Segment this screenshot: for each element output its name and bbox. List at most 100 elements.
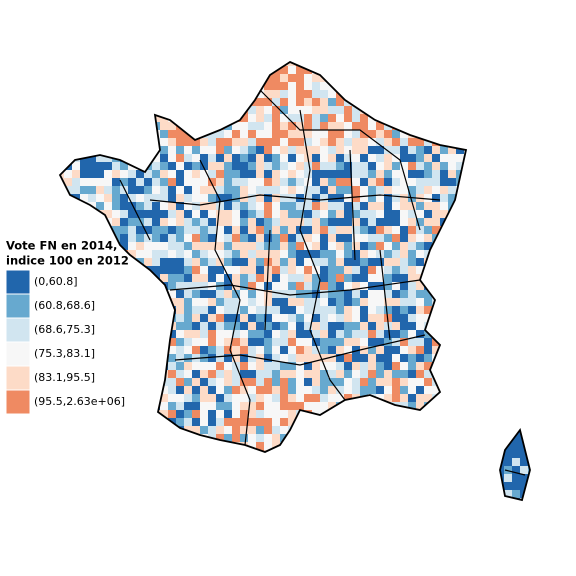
commune-cell (512, 354, 520, 362)
commune-cell (224, 66, 232, 74)
commune-cell (496, 266, 504, 274)
commune-cell (328, 114, 336, 122)
commune-cell (248, 218, 256, 226)
commune-cell (160, 426, 168, 434)
commune-cell (288, 226, 296, 234)
commune-cell (472, 218, 480, 226)
commune-cell (232, 218, 240, 226)
commune-cell (288, 346, 296, 354)
commune-cell (400, 226, 408, 234)
commune-cell (80, 98, 88, 106)
commune-cell (456, 458, 464, 466)
commune-cell (240, 386, 248, 394)
commune-cell (96, 290, 104, 298)
commune-cell (144, 114, 152, 122)
commune-cell (480, 66, 488, 74)
commune-cell (520, 250, 528, 258)
commune-cell (368, 218, 376, 226)
commune-cell (248, 458, 256, 466)
commune-cell (480, 466, 488, 474)
commune-cell (184, 202, 192, 210)
commune-cell (464, 186, 472, 194)
commune-cell (392, 146, 400, 154)
commune-cell (480, 178, 488, 186)
commune-cell (88, 442, 96, 450)
commune-cell (360, 402, 368, 410)
commune-cell (192, 138, 200, 146)
commune-cell (60, 290, 64, 298)
commune-cell (240, 450, 248, 458)
commune-cell (528, 442, 530, 450)
commune-cell (488, 130, 496, 138)
commune-cell (304, 346, 312, 354)
commune-cell (264, 98, 272, 106)
commune-cell (88, 146, 96, 154)
commune-cell (360, 362, 368, 370)
commune-cell (480, 314, 488, 322)
commune-cell (208, 162, 216, 170)
commune-cell (96, 122, 104, 130)
commune-cell (400, 442, 408, 450)
commune-cell (112, 194, 120, 202)
commune-cell (80, 434, 88, 442)
commune-cell (368, 386, 376, 394)
commune-cell (240, 498, 248, 500)
commune-cell (272, 178, 280, 186)
commune-cell (504, 162, 512, 170)
commune-cell (200, 274, 208, 282)
commune-cell (240, 114, 248, 122)
commune-cell (464, 90, 472, 98)
commune-cell (528, 90, 530, 98)
commune-cell (208, 82, 216, 90)
commune-cell (208, 490, 216, 498)
commune-cell (136, 98, 144, 106)
commune-cell (528, 482, 530, 490)
commune-cell (528, 362, 530, 370)
commune-cell (120, 138, 128, 146)
commune-cell (200, 410, 208, 418)
commune-cell (312, 98, 320, 106)
commune-cell (232, 74, 240, 82)
commune-cell (176, 154, 184, 162)
commune-cell (128, 170, 136, 178)
commune-cell (328, 418, 336, 426)
commune-cell (472, 434, 480, 442)
commune-cell (304, 498, 312, 500)
commune-cell (400, 138, 408, 146)
commune-cell (152, 258, 160, 266)
commune-cell (240, 490, 248, 498)
commune-cell (280, 346, 288, 354)
commune-cell (384, 106, 392, 114)
commune-cell (480, 210, 488, 218)
commune-cell (272, 162, 280, 170)
commune-cell (432, 90, 440, 98)
commune-cell (464, 82, 472, 90)
commune-cell (184, 482, 192, 490)
commune-cell (448, 186, 456, 194)
commune-cell (416, 242, 424, 250)
commune-cell (200, 162, 208, 170)
commune-cell (120, 146, 128, 154)
commune-cell (344, 106, 352, 114)
commune-cell (440, 458, 448, 466)
commune-cell (80, 290, 88, 298)
commune-cell (472, 82, 480, 90)
commune-cell (168, 234, 176, 242)
commune-cell (208, 210, 216, 218)
legend: Vote FN en 2014, indice 100 en 2012 (0,6… (5, 239, 129, 415)
commune-cell (216, 458, 224, 466)
commune-cell (256, 62, 264, 66)
france-outline (58, 60, 468, 453)
commune-cell (336, 418, 344, 426)
commune-cell (280, 450, 288, 458)
commune-cell (360, 242, 368, 250)
commune-cell (264, 218, 272, 226)
commune-cell (296, 274, 304, 282)
commune-cell (80, 474, 88, 482)
commune-cell (112, 66, 120, 74)
commune-cell (176, 106, 184, 114)
commune-cell (448, 194, 456, 202)
commune-cell (88, 474, 96, 482)
commune-cell (432, 154, 440, 162)
commune-cell (224, 234, 232, 242)
